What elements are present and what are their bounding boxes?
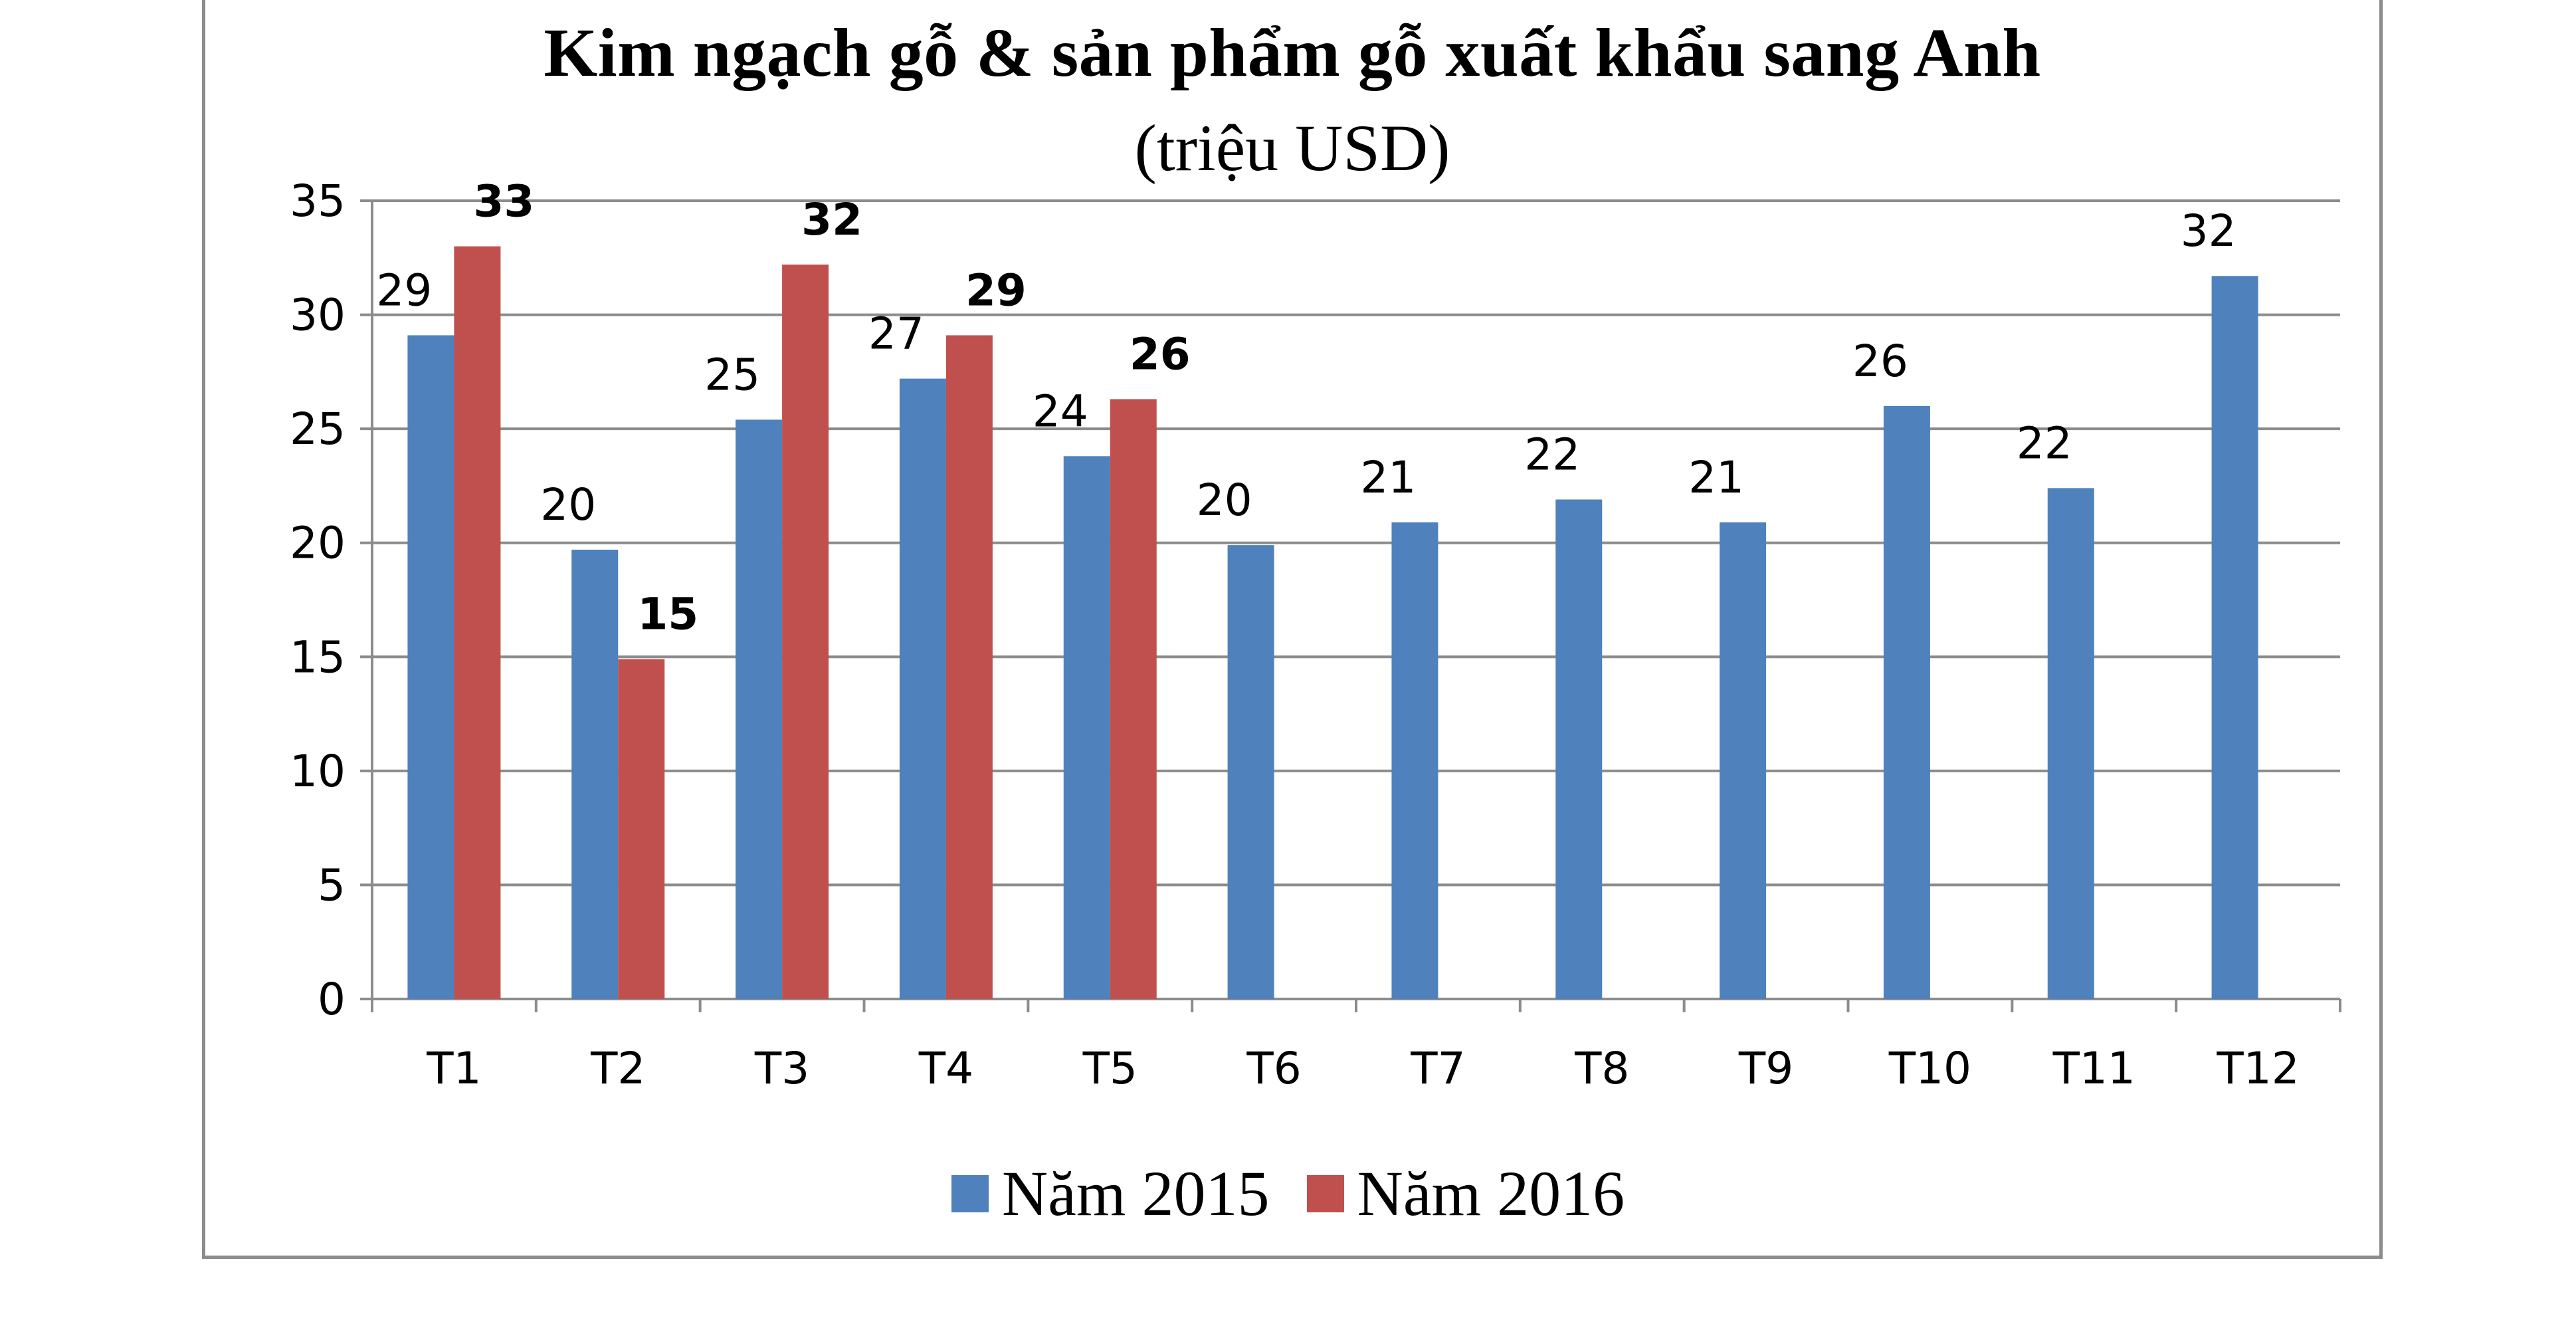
data-label: 26 — [1130, 329, 1191, 380]
y-tick-label: 5 — [318, 859, 346, 911]
y-tick-label: 25 — [290, 403, 346, 455]
data-label: 15 — [637, 589, 698, 640]
y-tick-label: 15 — [290, 631, 346, 683]
data-label: 22 — [1524, 429, 1580, 481]
y-tick-label: 10 — [290, 746, 346, 797]
bar-năm-2015-t12 — [2211, 276, 2258, 999]
x-tick-label: T11 — [2052, 1043, 2135, 1094]
data-label: 29 — [965, 265, 1027, 316]
x-tick-label: T12 — [2216, 1043, 2299, 1094]
data-label: 21 — [1688, 452, 1744, 503]
data-label: 20 — [1197, 475, 1252, 526]
chart-title: Kim ngạch gỗ & sản phẩm gỗ xuất khẩu san… — [544, 15, 2041, 91]
bar-năm-2015-t3 — [736, 419, 783, 999]
bar-năm-2015-t4 — [899, 378, 946, 999]
data-label: 32 — [801, 194, 862, 245]
legend-swatch-2016 — [1306, 1174, 1344, 1212]
data-label: 27 — [868, 308, 924, 360]
data-label: 24 — [1033, 386, 1088, 437]
y-tick-label: 0 — [318, 974, 346, 1025]
bar-năm-2016-t4 — [945, 335, 993, 999]
data-label: 20 — [540, 479, 596, 530]
bar-năm-2016-t5 — [1110, 399, 1157, 999]
x-tick-label: T6 — [1246, 1043, 1301, 1094]
x-tick-label: T8 — [1574, 1043, 1629, 1094]
y-tick-label: 30 — [290, 290, 346, 341]
x-tick-label: T3 — [754, 1043, 809, 1094]
legend: Năm 2015 Năm 2016 — [0, 1157, 2576, 1230]
x-tick-label: T10 — [1888, 1043, 1971, 1094]
bar-năm-2016-t3 — [782, 265, 829, 1000]
bar-năm-2015-t7 — [1391, 522, 1438, 999]
bar-năm-2015-t2 — [571, 550, 619, 999]
x-tick-label: T2 — [590, 1043, 645, 1094]
bar-năm-2016-t2 — [618, 659, 665, 999]
bar-năm-2016-t1 — [454, 246, 501, 1000]
data-label: 21 — [1360, 452, 1416, 503]
bar-năm-2015-t8 — [1555, 499, 1603, 999]
legend-swatch-2015 — [951, 1174, 989, 1212]
legend-label-2015: Năm 2015 — [1001, 1158, 1270, 1229]
y-tick-label: 20 — [290, 518, 346, 569]
bar-năm-2015-t9 — [1720, 522, 1767, 999]
legend-item-2016: Năm 2016 — [1306, 1157, 1625, 1230]
bar-năm-2015-t11 — [2047, 488, 2094, 999]
data-label: 22 — [2017, 417, 2072, 469]
data-label: 32 — [2181, 205, 2236, 257]
x-tick-label: T4 — [918, 1043, 973, 1094]
chart-subtitle: (triệu USD) — [1134, 111, 1450, 185]
x-tick-label: T9 — [1738, 1043, 1793, 1094]
y-tick-label: 35 — [290, 175, 346, 227]
bar-năm-2015-t5 — [1063, 456, 1110, 999]
legend-item-2015: Năm 2015 — [951, 1157, 1270, 1230]
data-label: 25 — [704, 349, 760, 400]
legend-label-2016: Năm 2016 — [1357, 1158, 1625, 1229]
x-tick-label: T1 — [426, 1043, 481, 1094]
x-tick-label: T7 — [1410, 1043, 1465, 1094]
chart-frame — [202, 0, 2383, 1259]
x-tick-label: T5 — [1082, 1043, 1138, 1094]
data-label: 29 — [376, 265, 432, 316]
data-label: 26 — [1852, 336, 1908, 387]
bar-năm-2015-t10 — [1883, 405, 1930, 999]
bar-năm-2015-t6 — [1227, 545, 1274, 999]
data-label: 33 — [473, 176, 534, 227]
bar-năm-2015-t1 — [407, 335, 454, 999]
